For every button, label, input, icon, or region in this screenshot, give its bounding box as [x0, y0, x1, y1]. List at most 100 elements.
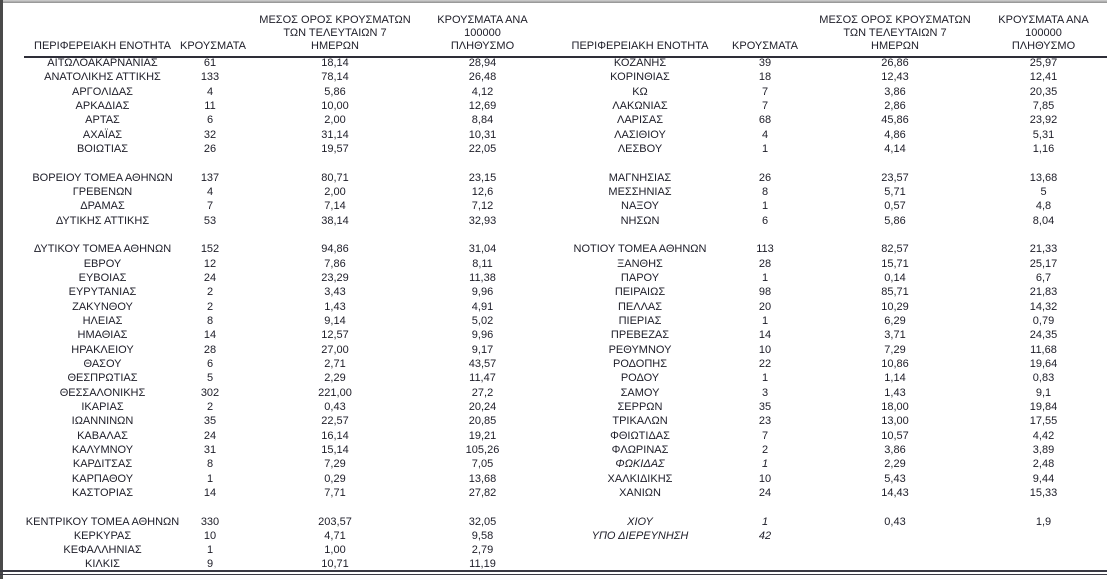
- region-cell: ΔΥΤΙΚΗΣ ΑΤΤΙΚΗΣ: [55, 214, 150, 227]
- avg7-cell: 15,71: [881, 257, 909, 270]
- cases-cell: 1: [206, 472, 214, 485]
- region-cell: ΕΥΒΟΙΑΣ: [78, 271, 127, 284]
- cases-cell: 7: [761, 429, 769, 442]
- cases-cell: 1: [761, 314, 769, 327]
- per100k-cell: 20,24: [468, 400, 497, 413]
- avg7-cell: 3,86: [884, 85, 906, 98]
- per100k-cell: 15,33: [1029, 486, 1058, 499]
- cases-cell: 7: [761, 85, 769, 98]
- per100k-cell: 8,84: [471, 114, 494, 127]
- avg7-cell: 5,43: [884, 472, 906, 485]
- region-cell: ΞΑΝΘΗΣ: [617, 257, 663, 270]
- avg7-cell: 16,14: [321, 429, 349, 442]
- table-row: ΘΕΣΣΑΛΟΝΙΚΗΣ 302 221,00 27,2: [25, 386, 560, 400]
- region-cell: ΗΛΕΙΑΣ: [82, 314, 123, 327]
- region-cell: ΜΕΣΣΗΝΙΑΣ: [608, 185, 672, 198]
- cases-cell: 9: [206, 558, 214, 571]
- avg7-cell: 3,71: [884, 329, 906, 342]
- table-row: ΥΠΟ ΔΙΕΡΕΥΝΗΣΗ 42: [560, 529, 1107, 543]
- avg7-cell: 2,00: [324, 185, 346, 198]
- region-cell: ΚΑΛΥΜΝΟΥ: [71, 443, 134, 456]
- region-cell: ΥΠΟ ΔΙΕΡΕΥΝΗΣΗ: [591, 529, 689, 542]
- region-cell: ΑΡΤΑΣ: [85, 114, 120, 127]
- region-cell: ΡΕΘΥΜΝΟΥ: [608, 343, 672, 356]
- cases-cell: 1: [761, 142, 769, 155]
- per100k-cell: 43,57: [468, 357, 497, 370]
- table-row: ΠΑΡΟΥ 1 0,14 6,7: [560, 271, 1107, 285]
- cases-cell: 68: [758, 114, 772, 127]
- region-cell: ΧΙΟΥ: [627, 515, 653, 528]
- table-row: ΔΡΑΜΑΣ 7 7,14 7,12: [25, 199, 560, 213]
- cases-cell: [720, 228, 810, 242]
- region-cell: ΑΙΤΩΛΟΑΚΑΡΝΑΝΙΑΣ: [47, 57, 158, 69]
- column-header-per100k: ΚΡΟΥΣΜΑΤΑ ΑΝΑ 100000 ΠΛΗΘΥΣΜΟ: [998, 14, 1089, 52]
- region-cell: ΚΕΡΚΥΡΑΣ: [73, 529, 132, 542]
- table-row: ΤΡΙΚΑΛΩΝ 23 13,00 17,55: [560, 414, 1107, 428]
- region-cell: ΠΑΡΟΥ: [620, 271, 660, 284]
- avg7-cell: 10,86: [881, 357, 909, 370]
- column-header-avg7: ΜΕΣΟΣ ΟΡΟΣ ΚΡΟΥΣΜΑΤΩΝ ΤΩΝ ΤΕΛΕΥΤΑΙΩΝ 7 Η…: [259, 14, 411, 52]
- table-left-rows: ΑΙΤΩΛΟΑΚΑΡΝΑΝΙΑΣ 61 18,14 28,94 ΑΝΑΤΟΛΙΚΗΣ Α…: [25, 56, 560, 572]
- table-row: ΑΧΑΪΑΣ 32 31,14 10,31: [25, 128, 560, 142]
- cases-cell: 98: [758, 286, 772, 299]
- table-row: ΛΑΣΙΘΙΟΥ 4 4,86 5,31: [560, 128, 1107, 142]
- per100k-cell: 8,04: [1032, 214, 1055, 227]
- cases-cell: 2: [761, 443, 769, 456]
- avg7-cell: 2,86: [884, 99, 906, 112]
- table-row: ΡΟΔΟΥ 1 1,14 0,83: [560, 371, 1107, 385]
- table-row: ΚΕΦΑΛΛΗΝΙΑΣ 1 1,00 2,79: [25, 543, 560, 557]
- avg7-cell: 18,14: [321, 57, 349, 69]
- per100k-cell: 3,89: [1032, 443, 1055, 456]
- per100k-cell: 9,58: [471, 529, 494, 542]
- avg7-cell: [810, 156, 980, 170]
- avg7-cell: [240, 500, 430, 514]
- table-row: ΕΥΡΥΤΑΝΙΑΣ 2 3,43 9,96: [25, 285, 560, 299]
- table-row: ΚΑΣΤΟΡΙΑΣ 14 7,71 27,82: [25, 486, 560, 500]
- region-cell: ΛΑΚΩΝΙΑΣ: [612, 99, 668, 112]
- table-row: ΚΑΡΔΙΤΣΑΣ 8 7,29 7,05: [25, 457, 560, 471]
- per100k-cell: 4,91: [471, 300, 494, 313]
- avg7-cell: 80,71: [321, 171, 349, 184]
- cases-cell: 28: [203, 343, 217, 356]
- avg7-cell: 3,86: [884, 443, 906, 456]
- region-cell: ΦΩΚΙΔΑΣ: [615, 458, 665, 471]
- column-header-cases: ΚΡΟΥΣΜΑΤΑ: [732, 40, 798, 52]
- table-row: ΖΑΚΥΝΘΟΥ 2 1,43 4,91: [25, 300, 560, 314]
- cases-cell: 26: [203, 142, 217, 155]
- region-cell: ΚΕΦΑΛΛΗΝΙΑΣ: [63, 544, 142, 557]
- per100k-cell: 27,2: [471, 386, 494, 399]
- cases-cell: [720, 543, 810, 557]
- region-cell: ΕΥΡΥΤΑΝΙΑΣ: [68, 286, 137, 299]
- table-row: ΠΕΛΛΑΣ 20 10,29 14,32: [560, 300, 1107, 314]
- region-cell: ΚΑΣΤΟΡΙΑΣ: [71, 486, 134, 499]
- region-cell: ΚΟΡΙΝΘΙΑΣ: [610, 71, 670, 84]
- table-row: ΧΑΛΚΙΔΙΚΗΣ 10 5,43 9,44: [560, 472, 1107, 486]
- column-header-region: ΠΕΡΙΦΕΡΕΙΑΚΗ ΕΝΟΤΗΤΑ: [34, 40, 171, 52]
- per100k-cell: 23,92: [1029, 114, 1058, 127]
- per100k-cell: [980, 500, 1107, 514]
- region-cell: ΦΘΙΩΤΙΔΑΣ: [610, 429, 670, 442]
- region-cell: ΧΑΛΚΙΔΙΚΗΣ: [607, 472, 673, 485]
- table-left-half: ΠΕΡΙΦΕΡΕΙΑΚΗ ΕΝΟΤΗΤΑ ΚΡΟΥΣΜΑΤΑ ΜΕΣΟΣ ΟΡΟ…: [3, 3, 560, 572]
- per100k-cell: [980, 228, 1107, 242]
- cases-cell: 302: [200, 386, 220, 399]
- avg7-cell: 23,29: [321, 271, 349, 284]
- per100k-cell: [430, 500, 535, 514]
- avg7-cell: [810, 228, 980, 242]
- avg7-cell: 2,71: [324, 357, 346, 370]
- per100k-cell: [430, 156, 535, 170]
- region-cell: ΘΑΣΟΥ: [83, 357, 122, 370]
- table-row: ΚΑΡΠΑΘΟΥ 1 0,29 13,68: [25, 472, 560, 486]
- cases-cell: 24: [203, 271, 217, 284]
- cases-cell: 31: [203, 443, 217, 456]
- region-cell: ΛΑΡΙΣΑΣ: [616, 114, 663, 127]
- table-bottom-rule: [0, 570, 1107, 575]
- table-row: ΕΥΒΟΙΑΣ 24 23,29 11,38: [25, 271, 560, 285]
- cases-cell: 11: [204, 99, 216, 112]
- region-cell: [25, 156, 180, 170]
- table-row: ΞΑΝΘΗΣ 28 15,71 25,17: [560, 257, 1107, 271]
- cases-cell: 8: [206, 458, 214, 471]
- per100k-cell: [980, 543, 1107, 557]
- avg7-cell: 2,00: [324, 114, 346, 127]
